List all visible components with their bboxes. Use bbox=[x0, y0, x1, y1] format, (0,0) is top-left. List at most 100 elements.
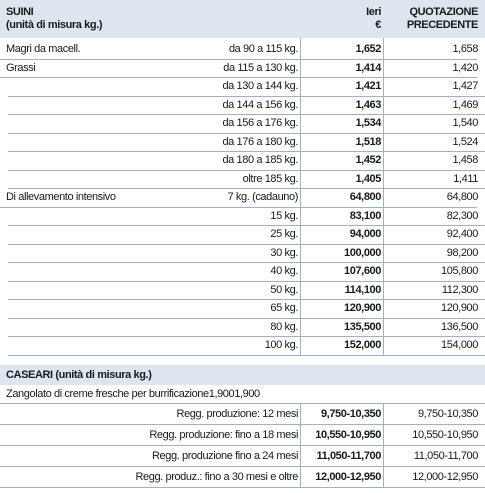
row-label: Regg. produzione: 12 mesi bbox=[176, 407, 299, 420]
row-label: Regg. produzione fino a 24 mesi bbox=[152, 449, 298, 462]
row-label: Regg. produzione: fino a 18 mesi bbox=[149, 428, 298, 441]
price-yesterday: 1,652 bbox=[355, 43, 381, 55]
price-yesterday: 120,900 bbox=[344, 302, 381, 314]
price-previous: 12,000-12,950 bbox=[412, 470, 478, 483]
price-yesterday: 83,100 bbox=[349, 209, 382, 222]
price-previous: 64,800 bbox=[446, 191, 479, 203]
price-yesterday: 1,421 bbox=[355, 80, 381, 92]
weight-range: 7 kg. (cadauno) bbox=[227, 191, 299, 203]
price-yesterday: 64,800 bbox=[349, 191, 382, 203]
row-divider bbox=[8, 188, 485, 189]
price-previous: 1,420 bbox=[452, 61, 478, 74]
price-previous: 154,000 bbox=[441, 339, 478, 351]
weight-range: 15 kg. bbox=[270, 209, 298, 222]
column-unit: € bbox=[375, 19, 381, 31]
row-divider bbox=[8, 280, 485, 282]
row-divider bbox=[0, 486, 485, 488]
price-previous: 11,050-11,700 bbox=[413, 449, 479, 462]
price-previous: 136,500 bbox=[441, 320, 478, 333]
row-label: Magri da macell. bbox=[6, 43, 81, 55]
row-divider bbox=[8, 336, 485, 337]
section-title: CASEARI (unità di misura kg.) bbox=[6, 368, 152, 381]
price-yesterday: 94,000 bbox=[349, 228, 382, 240]
row-divider bbox=[0, 465, 485, 467]
row-divider bbox=[0, 423, 485, 425]
weight-range: 25 kg. bbox=[270, 228, 298, 240]
weight-range: da 180 a 185 kg. bbox=[222, 154, 298, 166]
column-divider bbox=[300, 38, 301, 355]
column-header: QUOTAZIONE bbox=[409, 6, 478, 18]
price-yesterday: 10,550-10,950 bbox=[315, 428, 381, 441]
row-label: Zangolato di creme fresche per burrifica… bbox=[6, 387, 260, 400]
price-previous: 105,800 bbox=[441, 265, 478, 277]
price-yesterday: 1,534 bbox=[355, 117, 381, 129]
price-yesterday: 1,518 bbox=[355, 135, 381, 148]
column-header: Ieri bbox=[366, 6, 381, 18]
price-previous: 1,658 bbox=[452, 43, 478, 55]
weight-range: da 130 a 144 kg. bbox=[222, 80, 298, 92]
section-title: SUINI bbox=[6, 6, 34, 18]
row-divider bbox=[8, 132, 485, 134]
row-divider bbox=[8, 151, 485, 152]
price-yesterday: 100,000 bbox=[344, 246, 381, 259]
weight-range: da 176 a 180 kg. bbox=[222, 135, 298, 148]
weight-range: da 144 a 156 kg. bbox=[222, 98, 298, 111]
row-divider bbox=[8, 95, 485, 97]
weight-range: oltre 185 kg. bbox=[242, 172, 299, 185]
price-yesterday: 152,000 bbox=[344, 339, 381, 351]
row-divider bbox=[0, 402, 485, 404]
price-previous: 112,300 bbox=[441, 283, 479, 296]
price-yesterday: 1,463 bbox=[355, 98, 381, 111]
header-band bbox=[0, 364, 485, 385]
price-previous: 82,300 bbox=[446, 209, 479, 222]
row-divider bbox=[8, 243, 485, 245]
row-divider bbox=[8, 299, 485, 300]
row-divider bbox=[8, 225, 485, 226]
row-divider bbox=[8, 169, 485, 171]
price-previous: 1,540 bbox=[452, 117, 478, 129]
price-yesterday: 114,100 bbox=[344, 283, 382, 296]
price-previous: 92,400 bbox=[446, 228, 479, 240]
price-yesterday: 1,452 bbox=[355, 154, 381, 166]
row-label: Grassi bbox=[6, 61, 36, 74]
row-divider bbox=[0, 444, 485, 446]
column-divider bbox=[383, 402, 384, 487]
row-divider bbox=[0, 58, 477, 60]
price-previous: 10,550-10,950 bbox=[412, 428, 478, 441]
column-divider bbox=[383, 38, 384, 355]
weight-range: 50 kg. bbox=[270, 283, 298, 296]
price-previous: 1,411 bbox=[453, 172, 478, 185]
row-divider bbox=[8, 262, 485, 263]
price-yesterday: 12,000-12,950 bbox=[315, 470, 381, 483]
row-divider bbox=[0, 206, 477, 208]
section-subtitle: (unità di misura kg.) bbox=[6, 19, 103, 31]
column-header: PRECEDENTE bbox=[406, 19, 479, 31]
row-divider bbox=[8, 114, 485, 115]
row-divider bbox=[8, 317, 485, 319]
column-divider bbox=[300, 402, 301, 487]
weight-range: da 90 a 115 kg. bbox=[228, 43, 298, 55]
price-yesterday: 135,500 bbox=[344, 320, 381, 333]
weight-range: 30 kg. bbox=[270, 246, 298, 259]
weight-range: da 115 a 130 kg. bbox=[223, 61, 298, 74]
weight-range: 40 kg. bbox=[270, 265, 298, 277]
price-yesterday: 1,414 bbox=[355, 61, 381, 74]
price-previous: 120,900 bbox=[441, 302, 478, 314]
weight-range: da 156 a 176 kg. bbox=[222, 117, 298, 129]
price-previous: 98,200 bbox=[446, 246, 479, 259]
row-divider bbox=[0, 77, 477, 78]
weight-range: 100 kg. bbox=[264, 339, 299, 351]
price-yesterday: 1,405 bbox=[355, 172, 381, 185]
row-divider bbox=[8, 354, 485, 356]
price-previous: 1,458 bbox=[452, 154, 478, 166]
weight-range: 65 kg. bbox=[270, 302, 298, 314]
price-previous: 9,750-10,350 bbox=[417, 407, 478, 420]
price-yesterday: 11,050-11,700 bbox=[316, 449, 381, 462]
price-previous: 1,427 bbox=[452, 80, 478, 92]
row-label: Di allevamento intensivo bbox=[6, 191, 116, 203]
price-yesterday: 107,600 bbox=[344, 265, 381, 277]
row-label: Regg. produz.: fino a 30 mesi e oltre bbox=[135, 470, 298, 483]
weight-range: 80 kg. bbox=[270, 320, 298, 333]
price-previous: 1,524 bbox=[452, 135, 478, 148]
